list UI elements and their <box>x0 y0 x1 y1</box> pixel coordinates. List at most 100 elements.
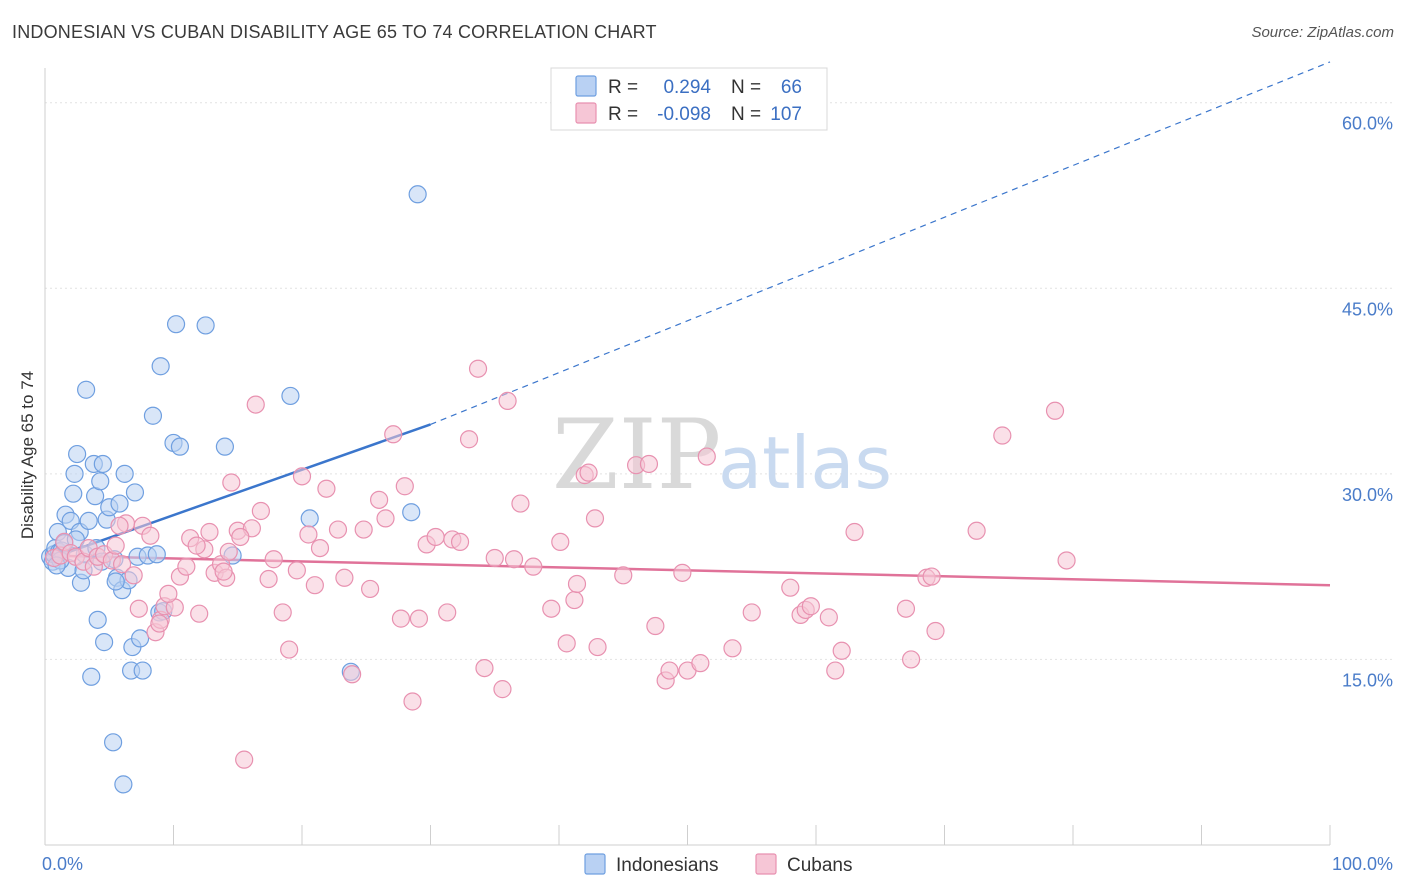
point-cubans <box>524 557 543 576</box>
point-cubans <box>292 467 312 486</box>
point-cubans <box>246 395 265 414</box>
point-indonesians <box>104 733 123 752</box>
point-cubans <box>588 637 607 657</box>
point-cubans <box>273 603 292 622</box>
point-cubans <box>305 576 324 595</box>
y-tick-label: 45.0% <box>1342 299 1393 319</box>
point-indonesians <box>106 572 125 591</box>
point-cubans <box>438 603 457 622</box>
point-cubans <box>614 566 633 585</box>
series-legend: Indonesians Cubans <box>584 853 853 876</box>
y-tick-label: 30.0% <box>1342 485 1393 505</box>
point-cubans <box>129 599 148 618</box>
point-cubans <box>450 532 470 552</box>
trend-line-indonesians <box>44 423 431 562</box>
chart-title: INDONESIAN VS CUBAN DISABILITY AGE 65 TO… <box>12 22 657 42</box>
point-indonesians <box>281 386 300 406</box>
point-cubans <box>723 639 742 658</box>
point-cubans <box>280 640 299 659</box>
point-cubans <box>475 658 494 678</box>
watermark-atlas: atlas <box>718 421 892 505</box>
point-cubans <box>310 538 330 558</box>
point-cubans <box>819 608 838 627</box>
legend-n-label-cubans: N = <box>731 104 761 125</box>
point-cubans <box>219 542 238 561</box>
point-cubans <box>742 603 761 622</box>
point-indonesians <box>82 667 101 686</box>
point-indonesians <box>130 629 150 648</box>
point-cubans <box>106 536 125 555</box>
point-indonesians <box>143 406 163 425</box>
y-tick-label: 15.0% <box>1342 670 1393 690</box>
point-cubans <box>926 621 945 641</box>
point-indonesians <box>196 316 215 335</box>
point-cubans <box>190 604 209 623</box>
grid-lines <box>45 102 1395 660</box>
legend-r-label-cubans: R = <box>608 104 638 125</box>
series-legend-swatch-indonesians <box>584 853 606 875</box>
point-cubans <box>328 520 348 539</box>
point-cubans <box>639 454 659 474</box>
point-indonesians <box>115 464 134 483</box>
point-cubans <box>1057 551 1076 570</box>
point-indonesians <box>151 357 170 376</box>
point-cubans <box>426 527 445 547</box>
stats-legend: R = 0.294 N = 66 R = -0.098 N = 107 <box>550 67 828 131</box>
point-cubans <box>781 578 800 597</box>
point-cubans <box>551 532 570 552</box>
point-cubans <box>646 616 665 636</box>
legend-swatch-indonesians <box>575 75 597 97</box>
legend-r-value-indonesians: 0.294 <box>663 77 711 98</box>
watermark-zip: ZIP <box>552 399 721 511</box>
point-cubans <box>565 590 584 610</box>
point-cubans <box>287 561 306 580</box>
stats-legend-box <box>550 67 828 131</box>
point-cubans <box>901 650 921 669</box>
point-cubans <box>214 562 233 581</box>
point-cubans <box>177 557 196 576</box>
data-points <box>41 185 1076 794</box>
point-indonesians <box>402 503 421 522</box>
point-indonesians <box>166 315 186 334</box>
point-cubans <box>222 473 241 492</box>
point-cubans <box>150 614 169 633</box>
point-cubans <box>498 391 517 410</box>
point-indonesians <box>79 511 98 530</box>
point-cubans <box>235 750 254 769</box>
point-cubans <box>370 490 389 509</box>
point-cubans <box>691 654 710 673</box>
point-cubans <box>493 680 512 699</box>
point-cubans <box>1045 401 1065 420</box>
point-cubans <box>993 426 1012 445</box>
point-indonesians <box>125 483 145 502</box>
point-cubans <box>391 609 411 628</box>
point-cubans <box>579 463 598 482</box>
point-indonesians <box>147 545 166 564</box>
point-cubans <box>845 522 864 542</box>
point-indonesians <box>88 610 107 629</box>
point-cubans <box>200 522 219 542</box>
point-indonesians <box>91 472 110 491</box>
point-cubans <box>384 425 403 444</box>
legend-r-label-indonesians: R = <box>608 77 638 98</box>
point-cubans <box>112 555 132 574</box>
legend-swatch-cubans <box>575 102 597 124</box>
point-indonesians <box>64 484 83 503</box>
point-cubans <box>159 584 178 603</box>
series-legend-label-indonesians: Indonesians <box>616 855 718 876</box>
point-cubans <box>110 516 129 535</box>
point-cubans <box>660 661 679 680</box>
point-cubans <box>141 526 160 545</box>
point-cubans <box>403 692 422 711</box>
point-cubans <box>468 359 488 378</box>
point-indonesians <box>77 380 96 399</box>
point-cubans <box>922 567 941 586</box>
point-cubans <box>967 521 986 540</box>
point-cubans <box>485 548 504 568</box>
point-indonesians <box>133 661 152 680</box>
point-cubans <box>673 563 692 582</box>
point-indonesians <box>95 633 114 652</box>
point-cubans <box>409 609 429 628</box>
legend-n-value-cubans: 107 <box>770 104 802 125</box>
point-cubans <box>504 550 524 569</box>
